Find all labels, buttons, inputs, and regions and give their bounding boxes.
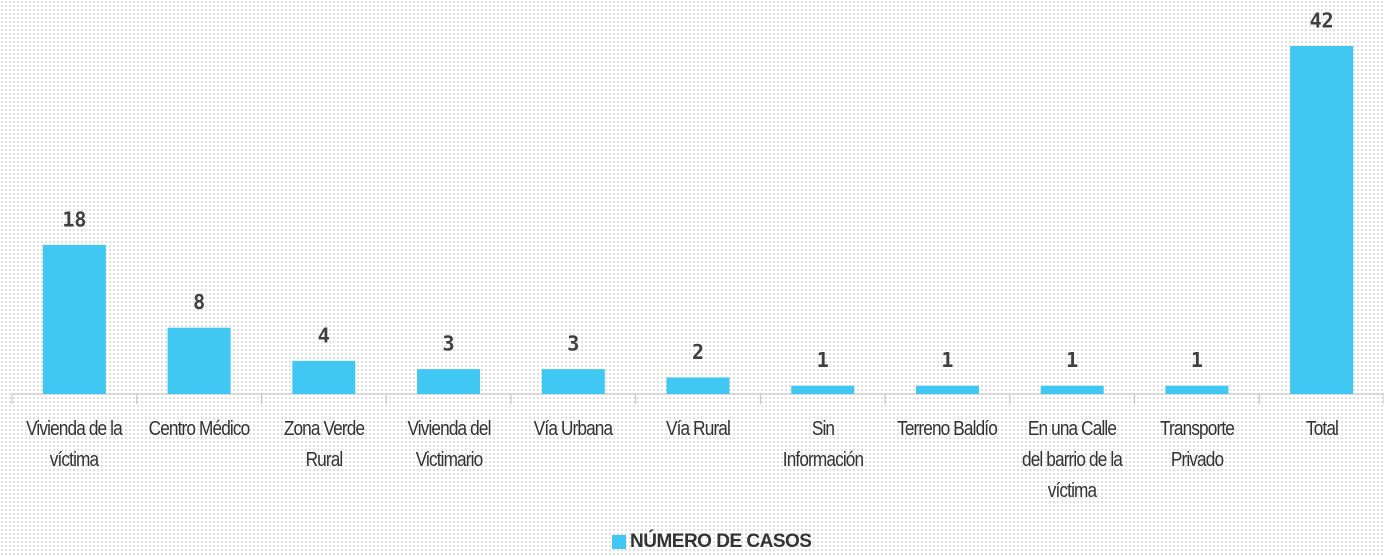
x-tick-label: Vivienda de la víctima [26,418,123,471]
bar [915,385,979,394]
bar [541,369,605,394]
bar [417,369,481,394]
x-tick-label: Terreno Baldío [897,418,999,440]
data-label: 18 [62,207,86,231]
data-label: 3 [567,332,579,356]
x-tick-label: Vía Rural [666,418,731,440]
legend: NÚMERO DE CASOS [612,528,812,556]
legend-label: NÚMERO DE CASOS [630,531,812,552]
legend-swatch [612,535,626,549]
data-label: 1 [1066,348,1078,372]
data-label: 3 [443,332,455,356]
data-label: 1 [941,348,953,372]
x-tick-label: Zona Verde Rural [283,418,365,471]
bar [1290,46,1354,394]
bar [1165,385,1229,394]
x-tick-label: Total [1305,418,1339,440]
data-label: 2 [692,340,704,364]
bar [167,327,231,394]
bar [1040,385,1104,394]
bar [791,385,855,394]
x-tick-label: En una Calle del barrio de la víctima [1022,418,1123,502]
x-tick-label: Transporte Privado [1159,418,1235,471]
data-label: 1 [1191,348,1203,372]
data-label: 42 [1310,9,1334,33]
data-label: 8 [193,290,205,314]
bar [292,360,356,394]
bar [666,377,730,394]
x-tick-label: Vivienda del Victimario [406,418,491,471]
data-label: 1 [817,348,829,372]
x-tick-label: Centro Médico [148,418,251,440]
x-tick-label: Vía Urbana [534,418,613,440]
x-tick-label: Sin Información [782,418,864,471]
data-label: 4 [318,323,330,347]
bar [42,244,106,394]
